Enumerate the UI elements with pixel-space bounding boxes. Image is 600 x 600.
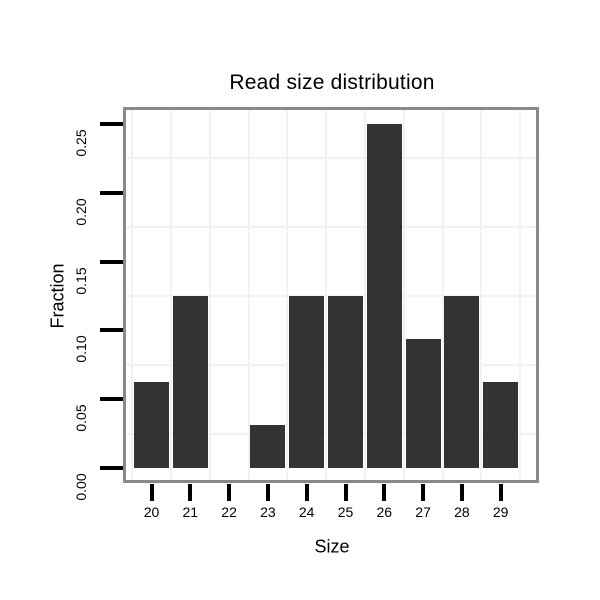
- x-tick: [149, 484, 154, 501]
- x-tick: [227, 484, 232, 501]
- x-tick: [343, 484, 348, 501]
- y-tick: [100, 397, 123, 402]
- y-tick-label: 0.25: [73, 129, 89, 157]
- x-tick-label: 29: [492, 504, 509, 520]
- bar: [366, 124, 402, 468]
- x-tick: [304, 484, 309, 501]
- x-tick-label: 23: [260, 504, 276, 520]
- y-tick-label: 0.20: [73, 198, 89, 226]
- y-tick: [100, 122, 123, 126]
- x-tick-label: 22: [221, 504, 237, 520]
- x-tick-label: 24: [298, 504, 315, 520]
- y-tick: [100, 466, 123, 470]
- x-tick: [498, 484, 503, 501]
- y-tick: [100, 328, 123, 333]
- y-axis-title: Fraction: [47, 263, 68, 329]
- y-tick-label: 0.15: [73, 266, 89, 295]
- bar: [405, 339, 441, 468]
- bar: [289, 296, 325, 468]
- y-tick-label: 0.05: [73, 404, 89, 432]
- x-tick: [265, 484, 270, 501]
- x-tick: [459, 484, 464, 501]
- bar: [134, 382, 169, 468]
- bar: [172, 296, 208, 468]
- chart-title: Read size distribution: [229, 71, 435, 94]
- x-tick-label: 20: [143, 504, 160, 520]
- x-tick-label: 28: [454, 504, 470, 520]
- y-minor-gridline: [124, 157, 540, 160]
- bar: [250, 425, 286, 468]
- y-tick-label: 0.00: [73, 473, 89, 501]
- y-tick-label: 0.10: [73, 335, 89, 364]
- bar: [328, 296, 363, 468]
- y-minor-gridline: [124, 226, 540, 229]
- x-tick: [188, 484, 193, 501]
- x-tick-label: 21: [182, 504, 199, 520]
- x-tick: [421, 484, 426, 501]
- bar: [444, 296, 480, 468]
- x-tick-label: 25: [337, 504, 354, 520]
- x-tick: [382, 484, 387, 501]
- x-tick-label: 26: [376, 504, 393, 520]
- y-tick: [100, 259, 123, 264]
- x-axis-title: Size: [314, 536, 350, 557]
- y-tick: [100, 190, 123, 195]
- bar: [483, 382, 519, 468]
- x-tick-label: 27: [415, 504, 431, 520]
